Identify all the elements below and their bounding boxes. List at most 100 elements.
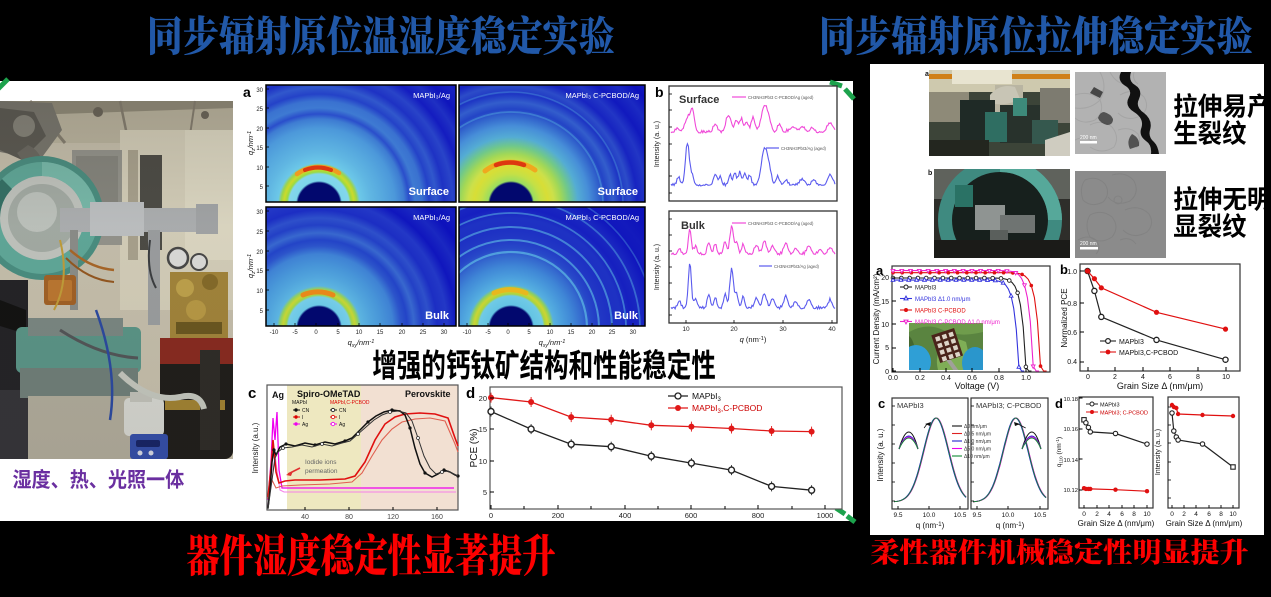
- svg-text:10.0: 10.0: [923, 512, 936, 519]
- svg-text:6: 6: [1207, 511, 1211, 518]
- svg-text:MAPbI₃/Ag: MAPbI₃/Ag: [413, 91, 450, 100]
- svg-text:20: 20: [399, 330, 406, 336]
- svg-text:15: 15: [568, 330, 575, 336]
- svg-text:permeation: permeation: [305, 468, 338, 475]
- svg-text:0: 0: [885, 369, 889, 376]
- svg-text:8: 8: [1219, 511, 1223, 518]
- svg-text:MAPbI₃ C-PCBOD/Ag: MAPbI₃ C-PCBOD/Ag: [566, 213, 640, 222]
- svg-text:600: 600: [685, 511, 698, 520]
- svg-text:8: 8: [1196, 374, 1200, 381]
- svg-text:CN: CN: [339, 408, 347, 414]
- svg-text:Intensity (a. u.): Intensity (a. u.): [654, 121, 661, 167]
- svg-text:MAPbI3: MAPbI3: [897, 401, 924, 410]
- svg-text:10: 10: [1143, 511, 1151, 518]
- svg-text:1.0: 1.0: [1067, 269, 1077, 276]
- svg-text:10: 10: [479, 457, 487, 466]
- svg-text:6: 6: [1120, 511, 1124, 518]
- svg-text:c: c: [878, 396, 885, 411]
- svg-text:20: 20: [256, 127, 263, 133]
- svg-text:10: 10: [1229, 511, 1237, 518]
- svg-text:MAPbI₃ C-PCBOD/Ag: MAPbI₃ C-PCBOD/Ag: [566, 91, 640, 100]
- svg-text:Grain Size Δ (nm/μm): Grain Size Δ (nm/μm): [1117, 381, 1203, 391]
- svg-text:0.6: 0.6: [967, 375, 977, 382]
- svg-text:9.5: 9.5: [893, 512, 902, 519]
- svg-text:20: 20: [589, 330, 596, 336]
- svg-text:20: 20: [479, 394, 487, 403]
- svg-text:10.5: 10.5: [1034, 512, 1047, 519]
- svg-text:Grain Size Δ (nm/μm): Grain Size Δ (nm/μm): [1078, 519, 1155, 528]
- svg-text:MAPbI3: MAPbI3: [692, 391, 722, 403]
- svg-text:-10: -10: [270, 330, 279, 336]
- svg-text:5: 5: [483, 488, 487, 497]
- svg-text:MAPbI3: MAPbI3: [1100, 403, 1120, 409]
- svg-text:Ag: Ag: [339, 422, 345, 428]
- svg-text:0: 0: [1170, 511, 1174, 518]
- svg-text:10: 10: [256, 289, 263, 295]
- svg-text:0.4: 0.4: [1067, 359, 1077, 366]
- svg-text:a: a: [876, 263, 884, 278]
- svg-text:30: 30: [441, 330, 448, 336]
- svg-text:Δ5.0 nm/μm: Δ5.0 nm/μm: [964, 447, 991, 453]
- svg-text:10: 10: [356, 330, 363, 336]
- svg-text:PCE (%): PCE (%): [469, 429, 480, 468]
- svg-text:MAPbI,C-PCBOD: MAPbI,C-PCBOD: [330, 400, 370, 406]
- svg-text:Spiro-OMeTAD: Spiro-OMeTAD: [297, 389, 361, 399]
- svg-text:1.0: 1.0: [1021, 375, 1031, 382]
- svg-text:qz/nm-1: qz/nm-1: [246, 131, 257, 155]
- svg-text:2: 2: [1095, 511, 1099, 518]
- svg-text:MAPbI3: MAPbI3: [915, 286, 937, 292]
- svg-text:q110 (nm-1): q110 (nm-1): [1055, 437, 1064, 467]
- svg-text:40: 40: [828, 326, 836, 333]
- svg-text:a: a: [243, 84, 251, 100]
- svg-text:10: 10: [547, 330, 554, 336]
- svg-text:30: 30: [256, 88, 263, 94]
- svg-text:10.16: 10.16: [1063, 427, 1078, 433]
- svg-text:MAPbI: MAPbI: [292, 400, 307, 406]
- svg-text:10: 10: [682, 326, 690, 333]
- svg-text:I: I: [302, 415, 303, 421]
- svg-text:10.14: 10.14: [1063, 458, 1078, 464]
- svg-text:Ag: Ag: [272, 390, 284, 400]
- svg-text:d: d: [1055, 396, 1063, 411]
- svg-text:25: 25: [256, 230, 263, 236]
- svg-text:10.12: 10.12: [1063, 488, 1078, 494]
- svg-text:Iodide ions: Iodide ions: [305, 459, 337, 466]
- svg-text:Δ0 nm/μm: Δ0 nm/μm: [964, 424, 987, 430]
- svg-text:b: b: [655, 84, 664, 100]
- svg-text:Intensity (a.u.): Intensity (a.u.): [251, 422, 260, 473]
- svg-text:MAPbI3,C-PCBOD: MAPbI3,C-PCBOD: [692, 403, 762, 415]
- svg-text:MAPbI₃/Ag: MAPbI₃/Ag: [413, 213, 450, 222]
- svg-text:MAPbI3: MAPbI3: [1119, 339, 1144, 346]
- svg-text:b: b: [1060, 262, 1068, 277]
- svg-text:Δ10 nm/μm: Δ10 nm/μm: [964, 454, 990, 460]
- svg-text:Surface: Surface: [679, 94, 719, 106]
- svg-text:Ag: Ag: [302, 422, 308, 428]
- svg-text:q (nm-1): q (nm-1): [740, 335, 767, 344]
- svg-text:10: 10: [256, 166, 263, 172]
- svg-text:10: 10: [881, 322, 889, 329]
- svg-text:CN: CN: [302, 408, 310, 414]
- svg-text:0: 0: [506, 330, 510, 336]
- svg-text:10.5: 10.5: [954, 512, 967, 519]
- svg-text:20: 20: [256, 250, 263, 256]
- svg-text:5: 5: [260, 309, 264, 315]
- svg-text:10: 10: [1222, 374, 1230, 381]
- svg-text:6: 6: [1168, 374, 1172, 381]
- svg-text:40: 40: [301, 514, 309, 521]
- svg-text:200 nm: 200 nm: [1080, 135, 1097, 141]
- svg-text:Perovskite: Perovskite: [405, 389, 451, 399]
- svg-text:MAPbI3; C-PCBOD: MAPbI3; C-PCBOD: [1100, 411, 1148, 417]
- svg-text:q (nm-1): q (nm-1): [916, 521, 945, 530]
- svg-text:MAPbI3 C-PCBOD Δ1.0 nm/μm: MAPbI3 C-PCBOD Δ1.0 nm/μm: [915, 320, 1000, 326]
- svg-text:Normalized PCE: Normalized PCE: [1060, 288, 1069, 347]
- svg-text:Intensity (a. u.): Intensity (a. u.): [876, 428, 885, 481]
- svg-text:CH3NH3PbI3/Ag (aged): CH3NH3PbI3/Ag (aged): [774, 264, 820, 269]
- svg-text:-5: -5: [485, 330, 491, 336]
- svg-text:0: 0: [314, 330, 318, 336]
- svg-text:Bulk: Bulk: [425, 310, 450, 322]
- svg-text:Current Density (mA/cm²): Current Density (mA/cm²): [872, 273, 881, 364]
- svg-text:b: b: [928, 170, 932, 177]
- svg-text:0: 0: [489, 511, 493, 520]
- svg-text:Bulk: Bulk: [681, 220, 706, 232]
- svg-text:15: 15: [256, 146, 263, 152]
